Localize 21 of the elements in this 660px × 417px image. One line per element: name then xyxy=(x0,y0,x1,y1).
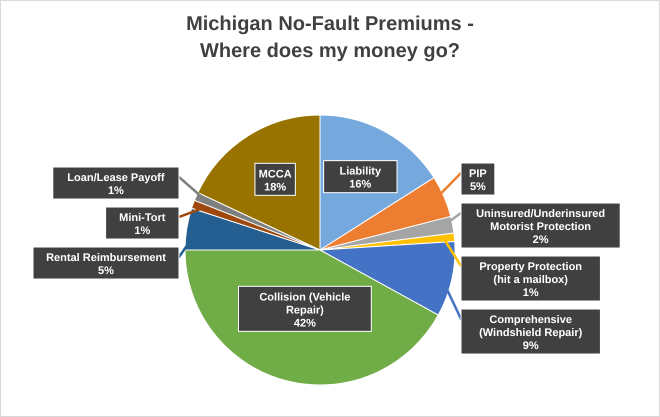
slice-label: Property Protection (hit a mailbox) xyxy=(479,261,582,286)
slice-label: Comprehensive (Windshield Repair) xyxy=(479,314,583,340)
data-label: 9% xyxy=(522,340,539,352)
slice-label: Liability xyxy=(340,166,382,178)
slice-label: Uninsured/Underinsured Motorist Protection xyxy=(476,208,606,234)
data-label: 1% xyxy=(522,287,539,300)
data-label: 5% xyxy=(470,181,486,194)
data-label: 1% xyxy=(108,185,124,198)
data-label: 18% xyxy=(264,181,286,194)
data-label: 5% xyxy=(98,265,114,278)
slice-label: MCCA xyxy=(258,168,292,180)
slice-label: Rental Reimbursement xyxy=(46,252,166,264)
slice-label: PIP xyxy=(469,168,487,180)
slice-label: Mini-Tort xyxy=(119,212,166,224)
data-label: 16% xyxy=(349,178,372,191)
data-label: 2% xyxy=(532,234,549,246)
chart-title: Michigan No-Fault Premiums - Where does my money go? xyxy=(186,13,474,62)
data-label: 1% xyxy=(134,225,150,238)
slice-label: Loan/Lease Payoff xyxy=(67,172,165,184)
data-label: 42% xyxy=(294,317,316,330)
slice-label: Collision (Vehicle Repair) xyxy=(259,291,350,316)
